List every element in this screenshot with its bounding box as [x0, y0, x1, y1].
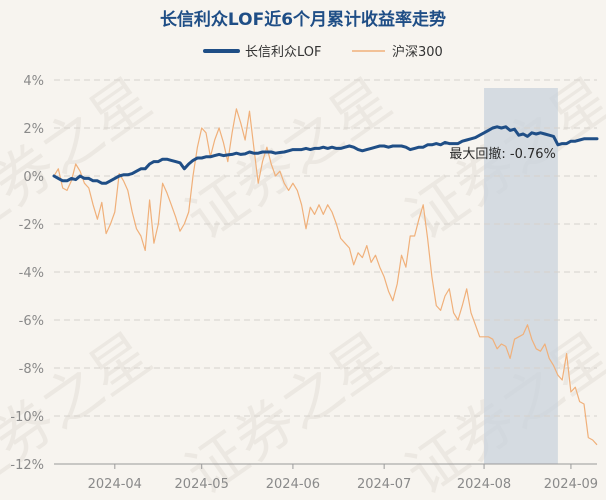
series-line-fund — [52, 125, 599, 185]
x-tick-label: 2024-08 — [457, 477, 511, 492]
y-tick-label: 2% — [23, 122, 44, 137]
series-line-hs300 — [53, 108, 598, 446]
legend-label-index: 沪深300 — [392, 44, 443, 60]
legend-label-fund: 长信利众LOF — [245, 45, 322, 60]
x-tick-label: 2024-06 — [266, 477, 320, 492]
x-tick-label: 2024-07 — [357, 477, 411, 492]
y-tick-label: 4% — [23, 74, 44, 89]
drawdown-region — [484, 88, 558, 464]
legend: 长信利众LOF 沪深300 — [203, 44, 443, 60]
x-tick-label: 2024-05 — [175, 477, 229, 492]
y-tick-label: -4% — [19, 266, 44, 281]
y-tick-label: -2% — [19, 218, 44, 233]
watermark-text: 证券之星 — [174, 319, 403, 500]
max-drawdown-label: 最大回撤: -0.76% — [449, 146, 556, 162]
max-drawdown-band — [484, 88, 558, 464]
chart-title: 长信利众LOF近6个月累计收益率走势 — [160, 9, 446, 30]
x-tick-label: 2024-04 — [88, 477, 142, 492]
y-tick-label: -6% — [19, 314, 44, 329]
x-tick-label: 2024-09 — [544, 477, 598, 492]
y-tick-label: 0% — [23, 170, 44, 185]
watermark-text: 证券之星 — [174, 64, 403, 253]
y-axis-ticks: 4% 2% 0% -2% -4% -6% -8% -10% -12% — [10, 74, 44, 473]
x-axis-ticks: 2024-04 2024-05 2024-06 2024-07 2024-08 2024-… — [88, 464, 598, 492]
y-tick-label: -8% — [19, 362, 44, 377]
y-tick-label: -12% — [10, 458, 44, 473]
y-tick-label: -10% — [10, 410, 44, 425]
